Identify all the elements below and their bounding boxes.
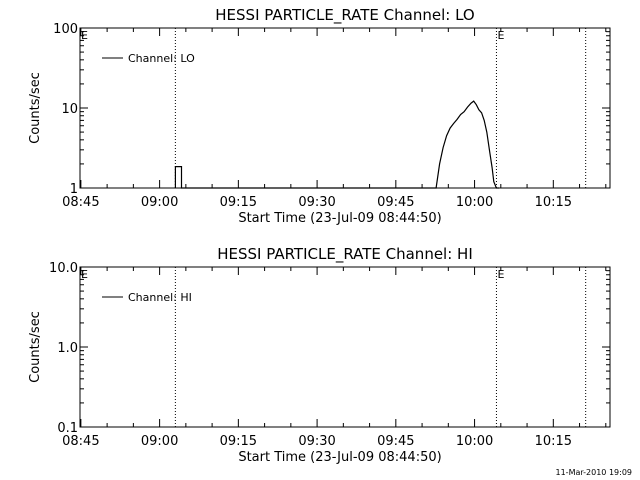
x-axis-title: Start Time (23-Jul-09 08:44:50) [238,211,441,226]
y-tick-label: 10 [61,102,78,117]
x-tick-label: 10:15 [535,434,572,449]
legend-label: Channel: LO [128,52,195,65]
y-tick-label: 0.1 [57,421,78,436]
y-axis-title: Counts/sec [28,72,43,144]
x-tick-label: 10:15 [535,195,572,210]
y-tick-label: 1 [70,182,78,197]
y-axis-title: Counts/sec [28,311,43,383]
x-tick-label: 09:00 [141,195,178,210]
x-tick-label: 09:15 [220,434,257,449]
eclipse-marker: E [81,268,88,281]
x-tick-label: 09:00 [141,434,178,449]
chart-title: HESSI PARTICLE_RATE Channel: LO [215,6,474,25]
legend-label: Channel: HI [128,291,192,304]
eclipse-marker: E [81,29,88,42]
footer-timestamp: 11-Mar-2010 19:09 [555,468,633,477]
x-tick-label: 09:15 [220,195,257,210]
x-tick-label: 10:00 [456,434,493,449]
x-axis-title: Start Time (23-Jul-09 08:44:50) [238,450,441,465]
y-tick-label: 100 [53,22,78,37]
y-tick-label: 10.0 [49,261,78,276]
x-tick-label: 09:45 [377,434,414,449]
eclipse-marker: E [497,268,504,281]
x-tick-label: 09:30 [298,195,335,210]
x-tick-label: 08:45 [62,434,99,449]
y-tick-label: 1.0 [57,341,78,356]
x-tick-label: 10:00 [456,195,493,210]
chart-title: HESSI PARTICLE_RATE Channel: HI [217,245,473,264]
x-tick-label: 09:30 [298,434,335,449]
x-tick-label: 08:45 [62,195,99,210]
eclipse-marker: E [497,29,504,42]
series-line [174,100,500,189]
x-tick-label: 09:45 [377,195,414,210]
